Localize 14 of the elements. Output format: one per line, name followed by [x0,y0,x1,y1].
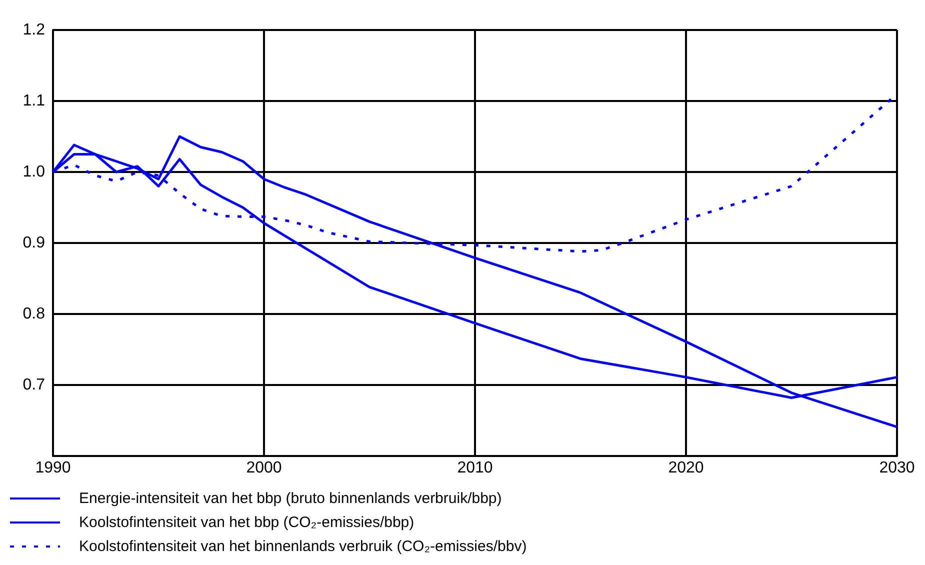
legend-label: Koolstofintensiteit van het binnenlands verbruik (CO₂-emissies/bbv) [79,538,527,555]
legend-label: Energie-intensiteit van het bbp (bruto binnenlands verbruik/bbp) [79,490,502,507]
legend-label: Koolstofintensiteit van het bbp (CO₂-emissies/bbp) [79,514,414,531]
y-tick-label: 1.1 [22,92,46,110]
x-tick-label: 1990 [35,460,71,476]
y-tick-label: 0.8 [22,306,46,322]
y-tick-label: 0.9 [22,234,46,252]
x-tick-label: 2000 [246,460,282,476]
x-tick-label: 2020 [668,460,704,476]
y-tick-label: 1.0 [22,164,46,180]
x-tick-label: 2010 [457,460,493,476]
y-tick-label: 1.2 [22,22,46,38]
y-tick-label: 0.7 [22,376,46,394]
x-tick-label: 2030 [879,460,915,476]
